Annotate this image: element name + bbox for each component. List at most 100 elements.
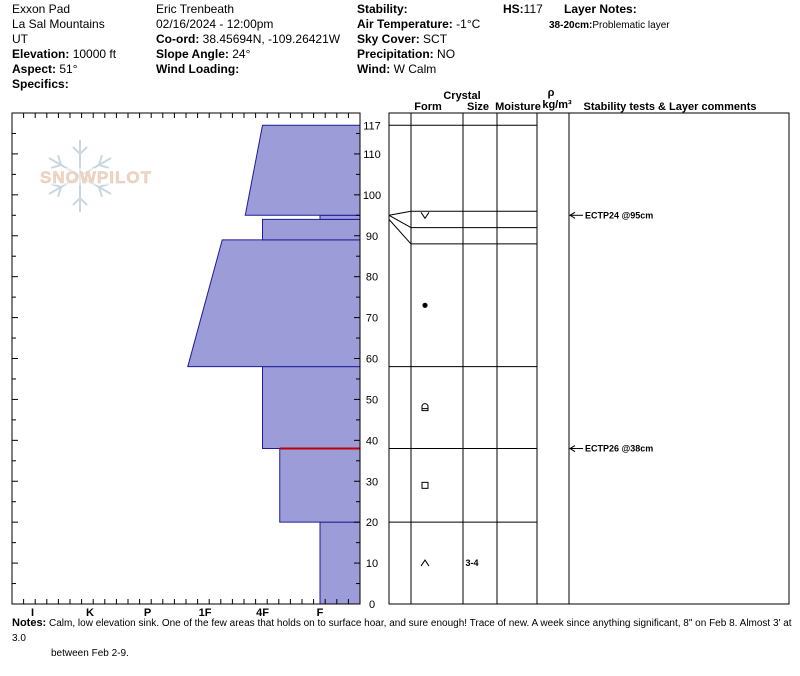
crystal-depth-hoar-caret-icon bbox=[420, 559, 430, 567]
stab-test-label-1: ECTP26 @38cm bbox=[585, 444, 653, 454]
location-name: Exxon Pad bbox=[12, 2, 71, 16]
depth-label-50: 50 bbox=[366, 394, 378, 406]
snowpilot-logo: SNOWPILOT bbox=[38, 140, 154, 212]
snowflake-icon bbox=[48, 140, 112, 212]
observation-datetime: 02/16/2024 - 12:00pm bbox=[156, 17, 274, 31]
hardness-label-1: K bbox=[86, 607, 94, 616]
aspect-value: 51° bbox=[59, 62, 78, 76]
crystal-faceted-square-icon bbox=[421, 481, 429, 489]
col-crystal-header: Crystal bbox=[443, 90, 480, 102]
air-temp-value: -1°C bbox=[456, 17, 481, 31]
layer-note-row: 38-20cm:Problematic layer bbox=[549, 18, 670, 33]
col-moisture-header: Moisture bbox=[495, 101, 541, 113]
depth-label-20: 20 bbox=[366, 517, 378, 529]
col-rho-header: ρ bbox=[548, 87, 555, 99]
hardness-layers bbox=[187, 124, 361, 605]
notes-text-2: between Feb 2-9. bbox=[51, 648, 129, 659]
v-shape bbox=[420, 212, 430, 220]
aspect-row: Aspect: 51° bbox=[12, 62, 116, 77]
precip-value: NO bbox=[437, 47, 456, 61]
stability-label: Stability: bbox=[357, 2, 408, 16]
crystal-size-4: 3-4 bbox=[465, 558, 478, 568]
sky-label: Sky Cover: bbox=[357, 32, 420, 46]
depth-label-110: 110 bbox=[363, 149, 381, 161]
depth-left-ticks bbox=[12, 112, 18, 605]
hardness-label-2: P bbox=[144, 607, 151, 616]
hardness-label-5: F bbox=[317, 607, 324, 616]
rounded-square bbox=[421, 403, 429, 412]
connector-line bbox=[388, 219, 412, 245]
sky-value: SCT bbox=[423, 32, 448, 46]
depth-label-70: 70 bbox=[366, 313, 378, 325]
slope-value: 24° bbox=[232, 47, 251, 61]
coord-label: Co-ord: bbox=[156, 32, 200, 46]
hardness-label-3: 1F bbox=[199, 607, 212, 616]
crystal-mixed-rounded-faceted-icon bbox=[421, 403, 429, 412]
hardness-layer-6 bbox=[244, 124, 361, 216]
sky-row: Sky Cover: SCT bbox=[357, 32, 480, 47]
slope-row: Slope Angle: 24° bbox=[156, 47, 340, 62]
wind-loading-label: Wind Loading: bbox=[156, 62, 240, 76]
specifics-label: Specifics: bbox=[12, 77, 69, 91]
elevation-row: Elevation: 10000 ft bbox=[12, 47, 116, 62]
depth-label-30: 30 bbox=[366, 476, 378, 488]
hardness-label-4: 4F bbox=[256, 607, 269, 616]
crystal-symbols: 3-4 bbox=[420, 212, 479, 568]
layer-boundaries bbox=[388, 124, 537, 523]
hardness-axis-labels: I K P 1F 4F F bbox=[31, 607, 324, 616]
snow-profile-chart: Crystal Form Size Moisture ρ kg/m³ Stabi… bbox=[11, 87, 790, 616]
hs-value: 117 bbox=[523, 2, 543, 16]
connector-line bbox=[388, 210, 412, 216]
col-stability-header: Stability tests & Layer comments bbox=[583, 101, 756, 113]
slope-label: Slope Angle: bbox=[156, 47, 229, 61]
wind-value: W Calm bbox=[393, 62, 437, 76]
wind-row: Wind: W Calm bbox=[357, 62, 480, 77]
depth-label-10: 10 bbox=[366, 558, 378, 570]
dot bbox=[422, 302, 428, 308]
wind-label: Wind: bbox=[357, 62, 391, 76]
depth-label-80: 80 bbox=[366, 272, 378, 284]
depth-label-90: 90 bbox=[366, 231, 378, 243]
coord-row: Co-ord: 38.45694N, -109.26421W bbox=[156, 32, 340, 47]
coord-value: 38.45694N, -109.26421W bbox=[202, 32, 341, 46]
layer-note-range: 38-20cm: bbox=[549, 20, 593, 31]
header-col-observer: Eric Trenbeath 02/16/2024 - 12:00pm Co-o… bbox=[156, 2, 340, 77]
hs-row: HS:117 bbox=[503, 2, 543, 17]
notes-line-1: Notes: Calm, low elevation sink. One of … bbox=[12, 616, 797, 646]
depth-label-40: 40 bbox=[366, 435, 378, 447]
logo-text: SNOWPILOT bbox=[40, 168, 152, 187]
precip-row: Precipitation: NO bbox=[357, 47, 480, 62]
mountain-range: La Sal Mountains bbox=[12, 17, 105, 31]
depth-label-100: 100 bbox=[363, 190, 381, 202]
col-form-header: Form bbox=[414, 101, 442, 113]
air-temp-row: Air Temperature: -1°C bbox=[357, 17, 480, 32]
hs-label: HS: bbox=[503, 2, 524, 16]
header-col-site: Exxon Pad La Sal Mountains UT Elevation:… bbox=[12, 2, 116, 92]
elevation-value: 10000 ft bbox=[72, 47, 117, 61]
hardness-layer-1 bbox=[279, 448, 361, 523]
col-density-header: kg/m³ bbox=[542, 99, 572, 111]
hardness-label-0: I bbox=[31, 607, 34, 616]
hardness-top-ticks bbox=[11, 113, 349, 118]
layer-notes-title-row: Layer Notes: bbox=[564, 2, 637, 17]
depth-right-ticks bbox=[354, 112, 360, 605]
state: UT bbox=[12, 32, 28, 46]
precip-label: Precipitation: bbox=[357, 47, 434, 61]
stab-arrow-head-0 bbox=[569, 211, 576, 219]
notes-section: Notes: Calm, low elevation sink. One of … bbox=[12, 616, 797, 661]
stability-row: Stability: bbox=[357, 2, 480, 17]
wind-loading-row: Wind Loading: bbox=[156, 62, 340, 77]
depth-axis-labels: 0 10 20 30 40 50 60 70 80 90 100 110 117 bbox=[363, 120, 381, 611]
air-temp-label: Air Temperature: bbox=[357, 17, 453, 31]
hardness-layer-5 bbox=[319, 214, 361, 220]
crystal-round-dot-icon bbox=[422, 302, 428, 308]
hardness-layer-2 bbox=[262, 366, 361, 450]
stability-tests: ECTP24 @95cm ECTP26 @38cm bbox=[569, 210, 653, 454]
caret bbox=[420, 559, 430, 567]
square bbox=[421, 481, 429, 489]
aspect-label: Aspect: bbox=[12, 62, 57, 76]
depth-label-60: 60 bbox=[366, 354, 378, 366]
hardness-layer-3 bbox=[187, 239, 361, 368]
hardness-layer-4 bbox=[262, 218, 361, 241]
layer-notes-label: Layer Notes: bbox=[564, 2, 637, 16]
